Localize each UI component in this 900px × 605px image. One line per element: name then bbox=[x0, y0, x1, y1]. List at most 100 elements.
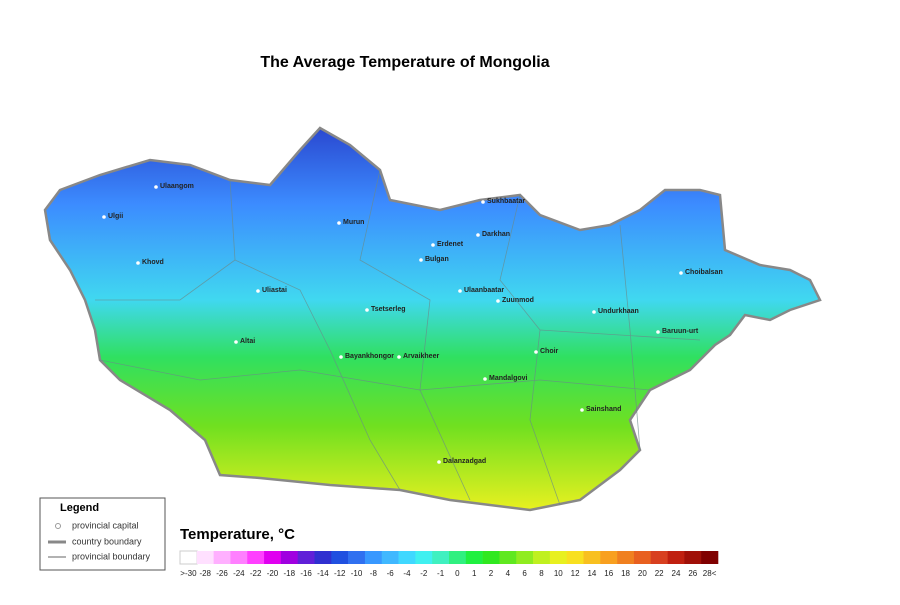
colorbar-label: -12 bbox=[334, 569, 346, 578]
color-swatch bbox=[331, 551, 349, 564]
city-label: Sukhbaatar bbox=[487, 198, 525, 205]
color-swatch bbox=[566, 551, 584, 564]
colorbar-label: 6 bbox=[522, 569, 527, 578]
provincial-capital bbox=[458, 289, 462, 293]
provincial-capital bbox=[592, 310, 596, 314]
color-swatch bbox=[432, 551, 450, 564]
color-swatch bbox=[600, 551, 618, 564]
city-label: Ulgii bbox=[108, 213, 123, 220]
city-label: Baruun-urt bbox=[662, 328, 699, 335]
color-swatch bbox=[264, 551, 282, 564]
colorbar-label: 2 bbox=[489, 569, 494, 578]
provincial-capital bbox=[339, 355, 343, 359]
colorbar-label: 18 bbox=[621, 569, 630, 578]
city-label: Erdenet bbox=[437, 241, 464, 248]
country-shape bbox=[43, 126, 822, 512]
colorbar-label: -8 bbox=[370, 569, 378, 578]
color-swatch bbox=[549, 551, 567, 564]
color-swatch bbox=[499, 551, 517, 564]
legend-item: provincial capital bbox=[72, 520, 139, 530]
colorbar-label: 8 bbox=[539, 569, 544, 578]
colorbar-label: -20 bbox=[267, 569, 279, 578]
colorbar-label: 24 bbox=[672, 569, 681, 578]
color-swatch bbox=[465, 551, 483, 564]
provincial-capital bbox=[481, 200, 485, 204]
color-swatch bbox=[482, 551, 500, 564]
provincial-capital bbox=[337, 221, 341, 225]
provincial-capital bbox=[365, 308, 369, 312]
city-label: Zuunmod bbox=[502, 297, 534, 304]
colorbar-label: -16 bbox=[300, 569, 312, 578]
color-swatch bbox=[617, 551, 635, 564]
provincial-capital bbox=[483, 377, 487, 381]
city-label: Darkhan bbox=[482, 231, 510, 238]
colorbar-label: >-30 bbox=[180, 569, 197, 578]
color-swatch bbox=[364, 551, 383, 564]
color-swatch bbox=[196, 551, 214, 564]
city-label: Undurkhaan bbox=[598, 308, 639, 315]
color-swatch bbox=[583, 551, 601, 564]
provincial-capital bbox=[679, 271, 683, 275]
color-swatch bbox=[213, 551, 231, 564]
colorbar-label: -22 bbox=[250, 569, 262, 578]
legend-item: country boundary bbox=[72, 536, 142, 546]
city-label: Tsetserleg bbox=[371, 306, 406, 313]
provincial-capital bbox=[656, 330, 660, 334]
colorbar-label: -28 bbox=[199, 569, 211, 578]
color-swatch bbox=[381, 551, 399, 564]
city-label: Murun bbox=[343, 219, 364, 226]
city-label: Bayankhongor bbox=[345, 353, 394, 360]
provincial-capital bbox=[419, 258, 423, 262]
colorbar-label: -4 bbox=[403, 569, 411, 578]
color-swatch bbox=[533, 551, 551, 564]
city-label: Ulaangom bbox=[160, 183, 194, 190]
colorbar-label: 4 bbox=[506, 569, 511, 578]
city-label: Dalanzadgad bbox=[443, 458, 486, 465]
colorbar-label: 16 bbox=[604, 569, 613, 578]
color-swatch bbox=[701, 551, 719, 564]
colorbar-label: -6 bbox=[387, 569, 395, 578]
city-label: Khovd bbox=[142, 259, 164, 266]
provincial-capital bbox=[102, 215, 106, 219]
colorbar-label: 26 bbox=[688, 569, 697, 578]
color-swatch bbox=[449, 551, 467, 564]
provincial-capital bbox=[256, 289, 260, 293]
colorbar-label: 22 bbox=[655, 569, 664, 578]
color-swatch bbox=[280, 551, 298, 564]
color-swatch bbox=[247, 551, 265, 564]
colorbar-label: -2 bbox=[420, 569, 428, 578]
colorbar-label: -24 bbox=[233, 569, 245, 578]
legend-item: provincial boundary bbox=[72, 551, 151, 561]
provincial-capital bbox=[154, 185, 158, 189]
legend-title: Legend bbox=[60, 502, 99, 514]
city-label: Choir bbox=[540, 348, 559, 355]
provincial-capital bbox=[437, 460, 441, 464]
colorbar-label: 20 bbox=[638, 569, 647, 578]
legend-box bbox=[39, 497, 166, 571]
city-label: Sainshand bbox=[586, 406, 621, 413]
city-label: Uliastai bbox=[262, 287, 287, 294]
city-label: Bulgan bbox=[425, 256, 449, 263]
provincial-capital bbox=[476, 233, 480, 237]
colorbar-label: 1 bbox=[472, 569, 477, 578]
city-label: Ulaanbaatar bbox=[464, 287, 504, 294]
provincial-capital bbox=[496, 299, 500, 303]
provincial-capital bbox=[580, 408, 584, 412]
provincial-capital bbox=[397, 355, 401, 359]
provincial-capital bbox=[136, 261, 140, 265]
color-swatch bbox=[650, 551, 668, 564]
color-swatch bbox=[633, 551, 652, 564]
colorbar-label: -14 bbox=[317, 569, 329, 578]
color-swatch bbox=[398, 551, 416, 564]
provincial-capital bbox=[431, 243, 435, 247]
colorbar-label: -1 bbox=[437, 569, 445, 578]
city-label: Mandalgovi bbox=[489, 375, 528, 382]
city-label: Altai bbox=[240, 338, 255, 345]
color-swatch bbox=[667, 551, 685, 564]
colorbar-label: 28< bbox=[703, 569, 717, 578]
color-swatch bbox=[230, 551, 248, 564]
city-label: Arvaikheer bbox=[403, 353, 439, 360]
color-swatch bbox=[297, 551, 315, 564]
legend-symbol bbox=[55, 523, 61, 529]
